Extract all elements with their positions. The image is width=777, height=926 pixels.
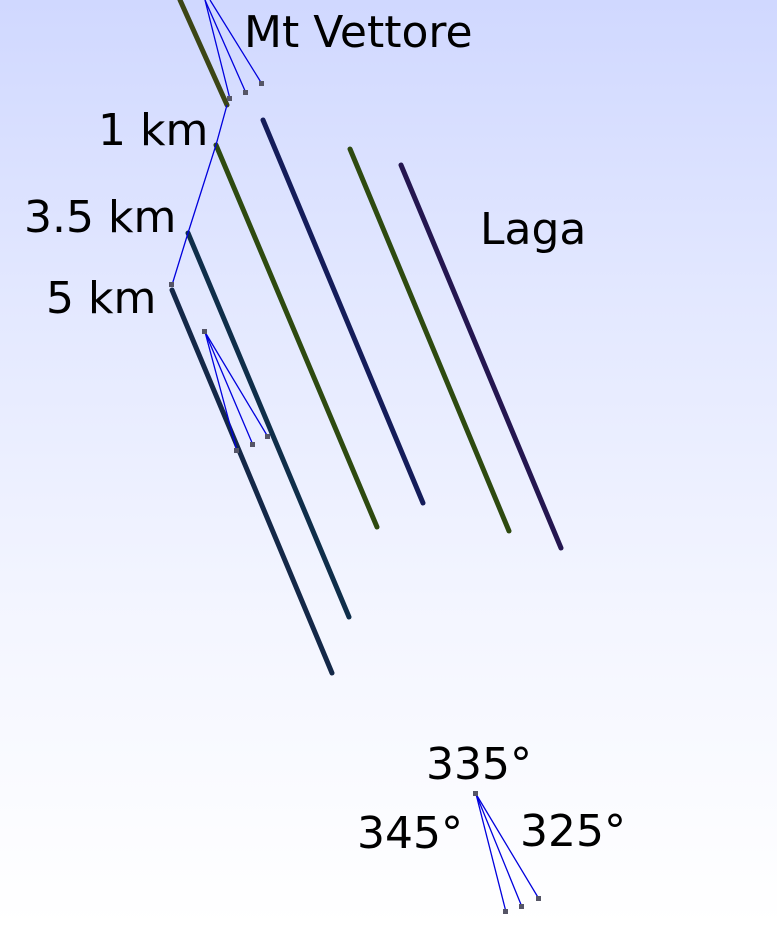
legend-origin xyxy=(473,791,478,796)
depth-5km-marker xyxy=(169,282,174,287)
legend-ray-325 xyxy=(475,793,540,900)
fan-mid-marker-1 xyxy=(234,448,239,453)
fan-mid-ray-1 xyxy=(204,331,238,452)
label-angle-325: 325° xyxy=(520,806,626,857)
label-laga: Laga xyxy=(480,204,586,255)
fault-mt-vettore-upper xyxy=(177,0,230,108)
depth-connector xyxy=(171,104,228,286)
label-depth-1km: 1 km xyxy=(98,105,208,156)
top-angle-fan xyxy=(204,0,264,101)
fault-laga-indigo xyxy=(398,162,564,551)
fan-mid-ray-2 xyxy=(204,331,254,446)
legend-marker-325 xyxy=(536,896,541,901)
label-angle-335: 335° xyxy=(426,739,532,790)
fault-traces xyxy=(169,0,564,676)
middle-angle-fan xyxy=(202,329,270,453)
fan-mid-origin xyxy=(202,329,207,334)
fan-top-ray-3 xyxy=(209,0,263,85)
label-depth-5km: 5 km xyxy=(46,273,156,324)
legend-ray-335 xyxy=(475,793,523,908)
fan-mid-marker-3 xyxy=(265,434,270,439)
fan-top-marker-3 xyxy=(259,81,264,86)
fan-mid-ray-3 xyxy=(204,331,269,438)
fault-5km xyxy=(169,287,335,676)
fan-mid-marker-2 xyxy=(250,442,255,447)
legend-angle-fan xyxy=(473,791,541,914)
label-mt-vettore: Mt Vettore xyxy=(244,7,473,58)
label-angle-345: 345° xyxy=(357,808,463,859)
fan-top-ray-1 xyxy=(204,0,231,100)
legend-marker-345 xyxy=(503,909,508,914)
fault-1km xyxy=(213,142,380,530)
fan-top-marker-1 xyxy=(227,96,232,101)
fan-top-marker-2 xyxy=(243,90,248,95)
fault-navy xyxy=(260,117,426,506)
fault-laga-green xyxy=(347,146,512,534)
fan-top-ray-2 xyxy=(204,0,247,94)
legend-ray-345 xyxy=(475,793,507,913)
fault-3-5km xyxy=(185,230,352,620)
legend-marker-335 xyxy=(519,904,524,909)
label-depth-3-5km: 3.5 km xyxy=(24,192,176,243)
